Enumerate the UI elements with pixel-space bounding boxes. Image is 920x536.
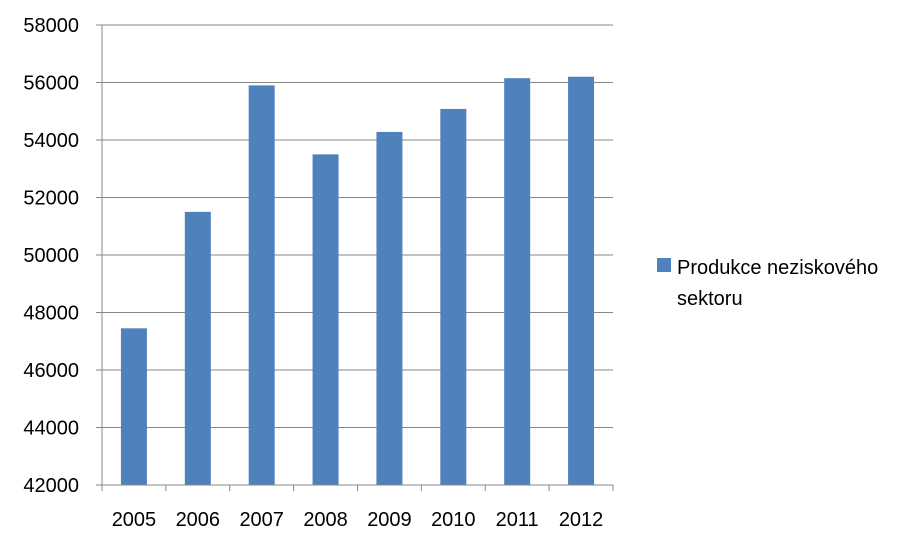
x-tick-label: 2012	[559, 509, 604, 531]
x-tick-label: 2010	[431, 509, 476, 531]
y-axis-tick-labels: 42000 44000 46000 48000 50000 52000 54000 56000…	[23, 15, 79, 497]
bar-2009	[376, 131, 403, 485]
y-tick-label: 42000	[23, 475, 79, 497]
bar-2011	[504, 78, 531, 485]
axes	[96, 24, 614, 491]
y-tick-label: 52000	[23, 188, 79, 210]
bar-2006	[184, 211, 211, 485]
x-tick-label: 2008	[303, 509, 348, 531]
bar-2005	[120, 328, 147, 485]
legend-swatch	[657, 258, 671, 272]
x-tick-label: 2006	[176, 509, 221, 531]
y-tick-label: 58000	[23, 15, 79, 37]
y-tick-label: 56000	[23, 73, 79, 95]
gridlines	[102, 24, 613, 486]
y-tick-label: 44000	[23, 418, 79, 440]
x-tick-label: 2007	[239, 509, 284, 531]
x-tick-label: 2009	[367, 509, 412, 531]
bar-2012	[568, 76, 595, 485]
x-tick-label: 2005	[112, 509, 157, 531]
legend: Produkce neziskového sektoru	[657, 257, 878, 310]
bar-2008	[312, 154, 339, 485]
bar-2007	[248, 85, 275, 485]
x-tick-label: 2011	[496, 509, 539, 531]
y-tick-label: 46000	[23, 360, 79, 382]
legend-label-line-1: Produkce neziskového	[677, 257, 878, 279]
y-tick-label: 48000	[23, 303, 79, 325]
bar-2010	[440, 108, 467, 485]
bars	[120, 76, 595, 485]
y-tick-label: 54000	[23, 130, 79, 152]
legend-label-line-2: sektoru	[677, 288, 743, 310]
y-tick-label: 50000	[23, 245, 79, 267]
x-axis-tick-labels: 2005 2006 2007 2008 2009 2010 2011 2012	[112, 509, 604, 531]
